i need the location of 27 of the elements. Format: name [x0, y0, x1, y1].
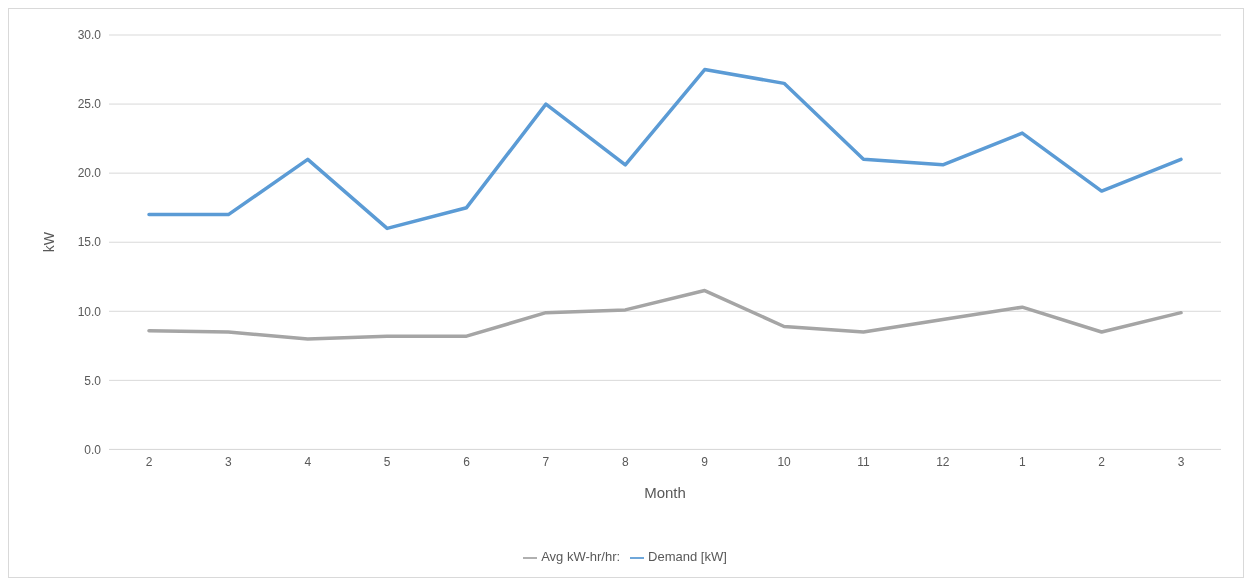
- x-tick-label: 10: [777, 454, 792, 469]
- x-tick-label: 1: [1018, 454, 1026, 469]
- x-tick-label: 3: [1177, 454, 1185, 469]
- y-tick-label: 5.0: [84, 373, 102, 388]
- x-tick-label: 3: [225, 454, 233, 469]
- x-tick-label: 9: [701, 454, 709, 469]
- line-series: [147, 67, 1183, 231]
- x-tick-label: 2: [145, 454, 153, 469]
- y-tick-label: 20.0: [77, 166, 102, 181]
- y-tick-label: 25.0: [77, 97, 102, 112]
- line-series: [147, 288, 1183, 341]
- y-tick-label: 0.0: [84, 442, 102, 457]
- y-tick-label: 15.0: [77, 235, 102, 250]
- x-tick-label: 7: [542, 454, 550, 469]
- legend-label: Demand [kW]: [648, 549, 727, 565]
- y-tick-label: 10.0: [77, 304, 102, 319]
- x-tick-label: 5: [383, 454, 391, 469]
- x-tick-label: 2: [1098, 454, 1106, 469]
- x-tick-label: 8: [621, 454, 629, 469]
- y-axis-title: kW: [40, 231, 57, 253]
- x-tick-label: 4: [304, 454, 312, 469]
- x-tick-label: 6: [463, 454, 471, 469]
- y-tick-label: 30.0: [77, 28, 102, 43]
- x-tick-label: 12: [936, 454, 950, 469]
- legend-label: Avg kW-hr/hr:: [541, 549, 621, 565]
- x-tick-label: 11: [857, 454, 871, 469]
- x-axis-title: Month: [644, 484, 686, 502]
